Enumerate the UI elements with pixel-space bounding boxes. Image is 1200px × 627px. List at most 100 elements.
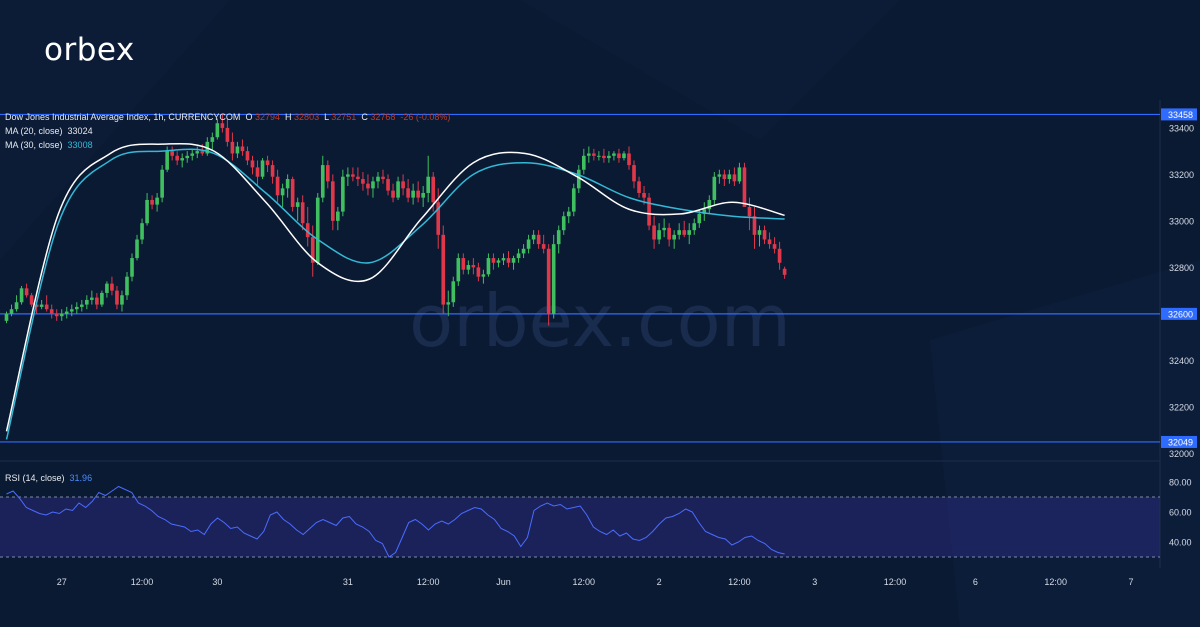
candle-body [767, 239, 772, 245]
candle-body [632, 165, 636, 182]
candle-body [622, 153, 626, 159]
candle-body [406, 188, 410, 198]
candle-body [421, 192, 425, 198]
candle-body [461, 258, 466, 270]
level-tag-label: 32600 [1168, 309, 1193, 319]
candle-body [541, 244, 546, 249]
ma30-label: MA (30, close) [5, 140, 63, 150]
candle-body [371, 181, 375, 189]
candle-body [135, 239, 139, 259]
candle-body [677, 230, 681, 235]
candle-body [295, 202, 300, 207]
candle-body [471, 265, 476, 268]
candle-body [9, 309, 14, 314]
candle-body [29, 295, 34, 305]
candle-body [451, 281, 456, 303]
rsi-legend: RSI (14, close) 31.96 [5, 473, 92, 483]
candle-body [682, 230, 687, 235]
candle-body [576, 169, 581, 189]
candle-body [747, 206, 752, 217]
candle-body [165, 151, 169, 170]
rsi-value: 31.96 [69, 473, 93, 483]
y-tick-label: 32000 [1169, 449, 1194, 459]
candle-body [175, 155, 179, 161]
level-tag [1161, 108, 1197, 121]
candle-body [170, 151, 174, 156]
candle-body [476, 267, 481, 277]
rsi-line [6, 485, 785, 558]
candle-body [607, 155, 611, 159]
candle-body [687, 230, 692, 235]
candle-body [667, 227, 671, 240]
candle-body [49, 309, 54, 314]
candle-body [265, 160, 270, 166]
candle-body [80, 304, 84, 307]
ma20-legend: MA (20, close) 33024 [5, 126, 93, 136]
candle-body [672, 234, 676, 240]
candle-body [486, 258, 491, 275]
candle-body [506, 258, 511, 263]
y-tick-label: 33200 [1169, 170, 1194, 180]
candle-body [627, 153, 631, 166]
candle-body [566, 211, 571, 217]
candle-body [521, 248, 526, 254]
candle-body [280, 188, 285, 196]
candle-body [240, 146, 245, 152]
y-tick-label: 33400 [1169, 123, 1194, 133]
candle-body [115, 290, 119, 305]
candle-body [14, 302, 19, 310]
candle-body [155, 197, 159, 205]
candle-body [587, 153, 591, 156]
candle-body [315, 197, 320, 263]
candle-body [556, 230, 561, 245]
y-tick-label: 32800 [1169, 263, 1194, 273]
bg-facet [0, 0, 230, 260]
candle-body [90, 297, 94, 300]
candle-body [391, 190, 395, 198]
x-tick-label: 12:00 [417, 577, 440, 587]
candle-body [110, 283, 114, 291]
candle-body [275, 176, 280, 196]
candle-body [597, 155, 601, 157]
candle-body [220, 123, 225, 128]
level-tag [1161, 435, 1197, 448]
candle-body [707, 199, 712, 210]
candle-body [491, 258, 496, 263]
candle-body [466, 265, 471, 270]
candle-body [325, 165, 330, 182]
candle-body [571, 188, 576, 212]
candle-body [481, 274, 486, 277]
candle-body [737, 167, 742, 182]
candle-body [44, 304, 49, 310]
candle-body [692, 223, 697, 231]
candle-body [140, 223, 144, 240]
candle-body [255, 167, 260, 177]
x-tick-label: 3 [812, 577, 817, 587]
candle-body [752, 216, 757, 235]
candle-body [702, 209, 707, 214]
candle-body [366, 183, 370, 189]
candle-body [436, 202, 441, 235]
symbol-legend: Dow Jones Industrial Average Index, 1h, … [5, 112, 450, 122]
low-value: 32751 [331, 112, 357, 122]
candle-body [100, 292, 104, 305]
candle-body [536, 234, 541, 245]
candle-body [657, 230, 661, 240]
candle-body [742, 167, 747, 207]
candle-body [592, 153, 596, 156]
ma20-line [5, 142, 785, 432]
candle-body [331, 181, 335, 221]
candle-body [250, 160, 255, 168]
candle-body [361, 179, 365, 184]
candle-body [195, 151, 200, 154]
candle-body [376, 176, 380, 182]
close-value: 32768 [370, 112, 396, 122]
candle-body [341, 176, 345, 212]
candle-body [411, 190, 415, 198]
candle-body [336, 211, 340, 221]
x-tick-label: 12:00 [131, 577, 154, 587]
candle-body [551, 244, 556, 314]
candle-body [617, 153, 621, 159]
candle-body [69, 309, 74, 312]
